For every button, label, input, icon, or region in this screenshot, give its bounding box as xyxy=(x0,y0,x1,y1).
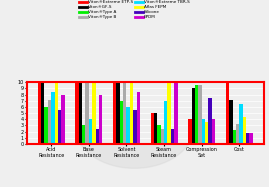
Bar xyxy=(236,124,239,144)
Bar xyxy=(239,104,243,144)
Bar xyxy=(61,95,65,144)
Bar xyxy=(195,85,198,144)
Bar xyxy=(48,99,51,144)
Bar xyxy=(188,119,192,144)
Bar xyxy=(130,82,133,144)
Bar xyxy=(232,130,236,144)
Bar xyxy=(198,85,202,144)
Bar xyxy=(44,107,48,144)
Bar xyxy=(171,129,174,144)
Bar xyxy=(202,119,205,144)
Bar xyxy=(86,82,89,144)
Bar xyxy=(168,82,171,144)
Bar xyxy=(38,82,41,144)
Bar xyxy=(58,110,61,144)
Bar xyxy=(243,117,246,144)
Bar xyxy=(151,113,154,144)
Bar xyxy=(95,129,99,144)
Bar xyxy=(133,110,137,144)
Bar xyxy=(226,82,229,144)
Bar xyxy=(79,82,82,144)
Bar xyxy=(192,88,195,144)
Bar xyxy=(120,101,123,144)
Bar xyxy=(161,129,164,144)
Bar xyxy=(208,98,212,144)
Bar xyxy=(229,99,232,144)
Bar xyxy=(164,101,168,144)
Bar xyxy=(41,82,44,144)
Bar xyxy=(99,95,102,144)
Legend: Viton®Extreme ETP-S, Viton®GF-S, Viton®Type A, Viton®Type B, Viton®Extreme TBR-S: Viton®Extreme ETP-S, Viton®GF-S, Viton®T… xyxy=(79,0,190,19)
Bar xyxy=(137,91,140,144)
Bar xyxy=(123,82,126,144)
Bar xyxy=(126,107,130,144)
Bar xyxy=(75,82,79,144)
Bar xyxy=(89,119,92,144)
Bar xyxy=(51,91,55,144)
Bar xyxy=(113,82,116,144)
Bar xyxy=(212,119,215,144)
Bar xyxy=(246,134,249,144)
Bar xyxy=(205,122,208,144)
Bar xyxy=(82,125,86,144)
Bar xyxy=(92,82,95,144)
Bar xyxy=(55,82,58,144)
Bar xyxy=(174,82,178,144)
Bar xyxy=(157,125,161,144)
Bar xyxy=(154,113,157,144)
Bar xyxy=(116,82,120,144)
Bar xyxy=(249,134,253,144)
